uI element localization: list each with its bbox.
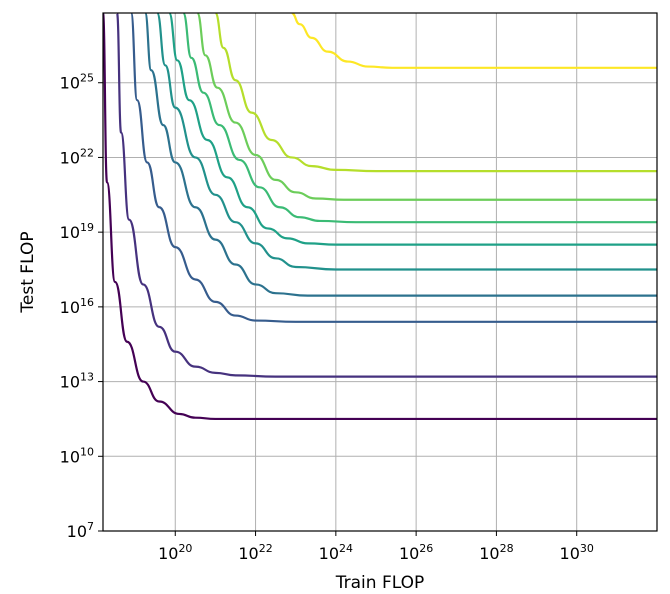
y-tick-label: 1013 bbox=[60, 371, 94, 392]
series-line-1 bbox=[103, 13, 657, 421]
x-tick-label: 1028 bbox=[479, 542, 513, 563]
x-tick-label: 1020 bbox=[158, 542, 192, 563]
x-tick-label: 1026 bbox=[399, 542, 433, 563]
series-line-7 bbox=[182, 13, 657, 224]
series-line-10 bbox=[291, 13, 657, 69]
y-tick-label: 107 bbox=[67, 520, 94, 541]
x-tick-label: 1022 bbox=[238, 542, 272, 563]
y-tick-label: 1010 bbox=[60, 445, 94, 466]
y-tick-label: 1022 bbox=[60, 146, 94, 167]
series-line-2 bbox=[115, 13, 657, 378]
y-axis-ticks: 107 1010 1013 1016 1019 1022 1025 bbox=[60, 72, 103, 541]
series-line-6 bbox=[168, 13, 657, 246]
series-line-3 bbox=[130, 13, 657, 323]
y-tick-label: 1025 bbox=[60, 72, 94, 93]
plot-frame bbox=[102, 12, 658, 532]
series-line-4 bbox=[144, 13, 657, 297]
x-axis-label: Train FLOP bbox=[335, 573, 424, 593]
y-tick-label: 1016 bbox=[60, 296, 94, 317]
x-tick-label: 1030 bbox=[560, 542, 594, 563]
series-line-9 bbox=[214, 13, 657, 173]
y-axis-label: Test FLOP bbox=[18, 231, 38, 313]
x-tick-label: 1024 bbox=[319, 542, 353, 563]
series-line-5 bbox=[156, 13, 657, 271]
y-tick-label: 1019 bbox=[60, 221, 94, 242]
series-lines bbox=[103, 13, 657, 421]
series-line-8 bbox=[196, 13, 657, 201]
x-axis-ticks: 1020 1022 1024 1026 1028 1030 bbox=[158, 531, 594, 563]
